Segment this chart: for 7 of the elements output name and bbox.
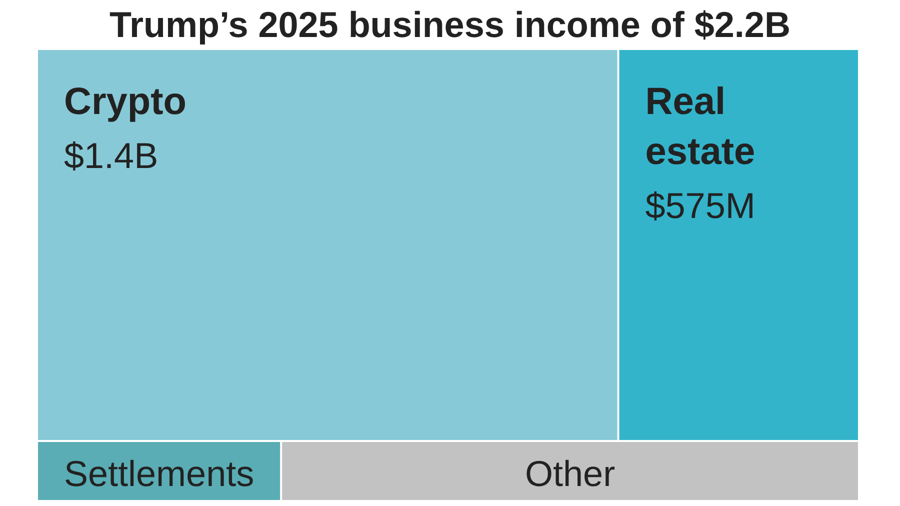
category-label: Other [525,453,616,494]
data-label: $1.4B [64,135,158,176]
category-label: Real estate [645,81,756,173]
data-label: $575M [645,185,756,226]
text: Trump’s 2025 business income of $2.2B [110,4,790,45]
category-label: Settlements [64,453,254,494]
category-label: Crypto [64,81,186,123]
